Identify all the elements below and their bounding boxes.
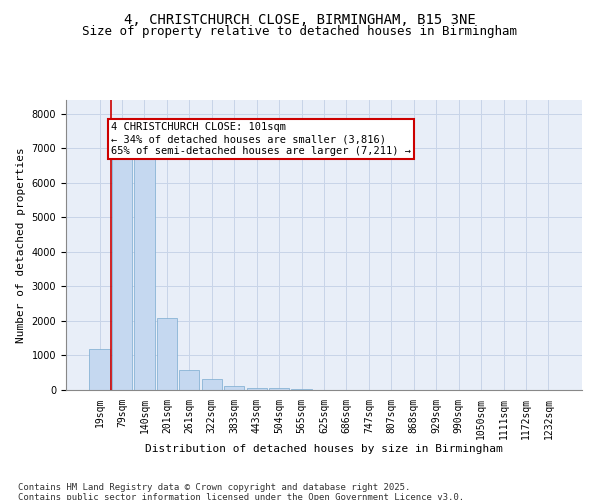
Y-axis label: Number of detached properties: Number of detached properties — [16, 147, 26, 343]
Bar — [179, 370, 199, 390]
Text: Contains HM Land Registry data © Crown copyright and database right 2025.
Contai: Contains HM Land Registry data © Crown c… — [18, 482, 464, 500]
Bar — [134, 158, 155, 390]
Text: 4, CHRISTCHURCH CLOSE, BIRMINGHAM, B15 3NE: 4, CHRISTCHURCH CLOSE, BIRMINGHAM, B15 3… — [124, 12, 476, 26]
Bar — [157, 318, 177, 390]
Bar — [202, 379, 222, 390]
Bar — [269, 388, 289, 390]
Text: 4 CHRISTCHURCH CLOSE: 101sqm
← 34% of detached houses are smaller (3,816)
65% of: 4 CHRISTCHURCH CLOSE: 101sqm ← 34% of de… — [111, 122, 411, 156]
Bar — [224, 386, 244, 390]
Bar — [247, 388, 267, 390]
Bar — [112, 158, 132, 390]
X-axis label: Distribution of detached houses by size in Birmingham: Distribution of detached houses by size … — [145, 444, 503, 454]
Bar — [89, 348, 110, 390]
Text: Size of property relative to detached houses in Birmingham: Size of property relative to detached ho… — [83, 25, 517, 38]
